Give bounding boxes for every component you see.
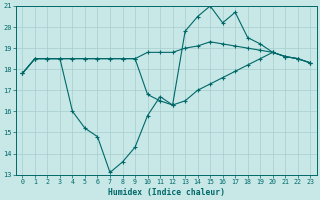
X-axis label: Humidex (Indice chaleur): Humidex (Indice chaleur) [108,188,225,197]
